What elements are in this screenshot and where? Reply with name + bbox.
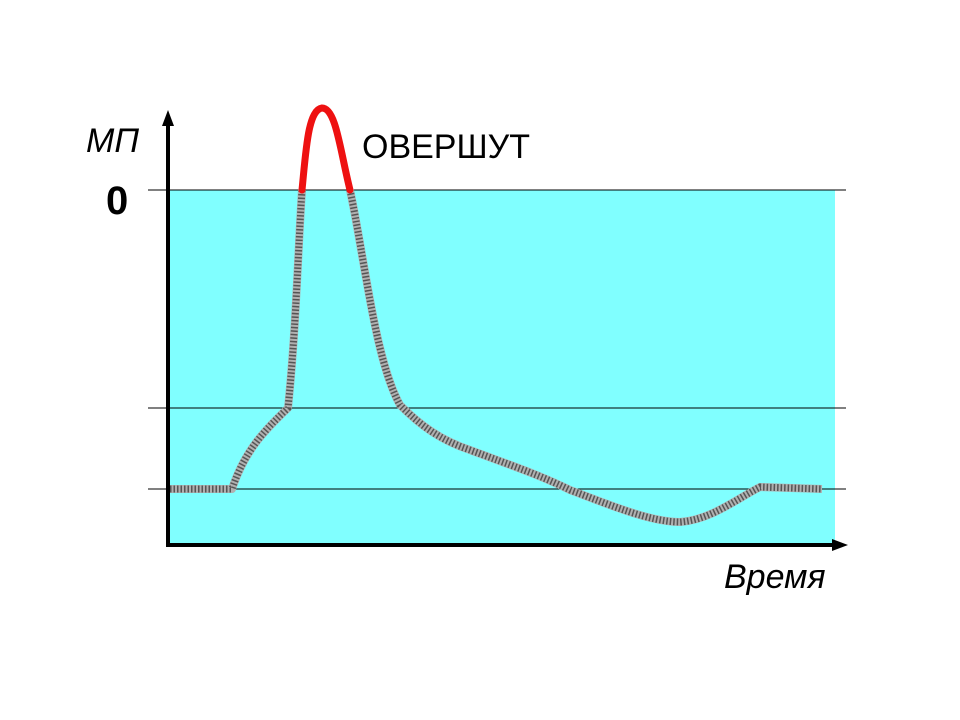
overshoot-label: ОВЕРШУТ xyxy=(362,128,530,166)
y-axis-label: МП xyxy=(86,122,139,160)
x-axis-label: Время xyxy=(724,558,826,596)
zero-label: 0 xyxy=(106,179,128,223)
x-axis-arrow xyxy=(832,539,848,551)
overshoot-curve xyxy=(298,104,354,194)
curve-hatch xyxy=(170,189,823,526)
y-axis-arrow xyxy=(162,110,174,126)
cyan-area xyxy=(166,190,835,545)
potential-curve xyxy=(170,104,823,526)
